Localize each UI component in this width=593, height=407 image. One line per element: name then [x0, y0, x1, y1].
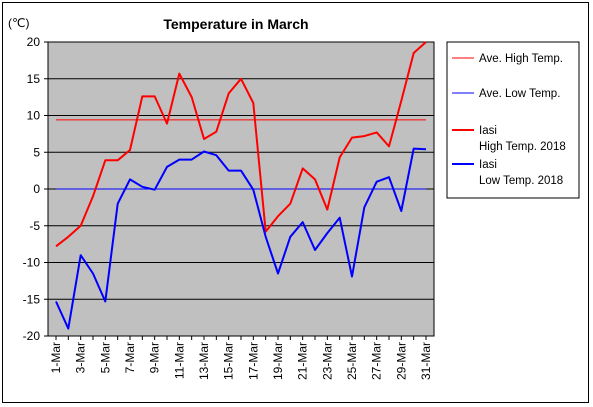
y-tick-label: -20: [23, 329, 41, 343]
y-tick-label: -5: [29, 219, 40, 233]
unit-label: (℃): [8, 16, 29, 30]
chart-title: Temperature in March: [163, 16, 308, 32]
x-tick-label: 19-Mar: [271, 342, 285, 380]
x-tick-label: 17-Mar: [246, 342, 260, 380]
legend-label: Ave. High Temp.: [479, 53, 563, 65]
legend: Ave. High Temp. Ave. Low Temp. Iasi High Te…: [446, 41, 580, 199]
y-tick-label: 15: [27, 72, 41, 86]
legend-label: Iasi Low Temp. 2018: [479, 159, 563, 187]
series-line-2: [55, 41, 427, 248]
x-tick-label: 11-Mar: [172, 342, 186, 379]
plot-area: 20 15 10 5 0 -5 -10 -15 -20 1-Mar 3-Mar 5-Mar 7-Mar 9…: [23, 35, 435, 380]
x-tick-label: 29-Mar: [394, 342, 408, 380]
y-tick-label: 20: [27, 35, 41, 49]
x-tick-label: 7-Mar: [123, 342, 137, 373]
x-tick-label: 23-Mar: [320, 342, 334, 380]
x-tick-label: 13-Mar: [197, 342, 211, 380]
x-tick-label: 15-Mar: [222, 342, 236, 380]
legend-label: Ave. Low Temp.: [479, 88, 560, 100]
y-tick-label: 10: [27, 109, 41, 123]
legend-label-line: Ave. Low Temp.: [479, 88, 560, 100]
legend-label-line: High Temp. 2018: [479, 141, 566, 153]
legend-label: Iasi High Temp. 2018: [479, 125, 566, 153]
y-tick-label: 0: [33, 182, 40, 196]
legend-box: [446, 41, 580, 199]
legend-label-line: Iasi: [479, 125, 497, 137]
x-tick-label: 25-Mar: [345, 342, 359, 380]
x-tick-label: 27-Mar: [370, 342, 384, 380]
y-tick-label: -10: [23, 256, 41, 270]
x-tick-label: 3-Mar: [74, 342, 88, 373]
y-tick-label: 5: [33, 145, 40, 159]
legend-label-line: Iasi: [479, 159, 497, 171]
legend-label-line: Ave. High Temp.: [479, 53, 563, 65]
legend-label-line: Low Temp. 2018: [479, 175, 563, 187]
x-tick-label: 21-Mar: [296, 342, 310, 380]
y-tick-label: -15: [23, 292, 41, 306]
x-tick-label: 5-Mar: [98, 342, 112, 373]
series-line-3: [55, 147, 427, 330]
x-tick-label: 9-Mar: [148, 342, 162, 373]
x-tick-label: 1-Mar: [49, 342, 63, 373]
x-tick-label: 31-Mar: [419, 342, 433, 380]
